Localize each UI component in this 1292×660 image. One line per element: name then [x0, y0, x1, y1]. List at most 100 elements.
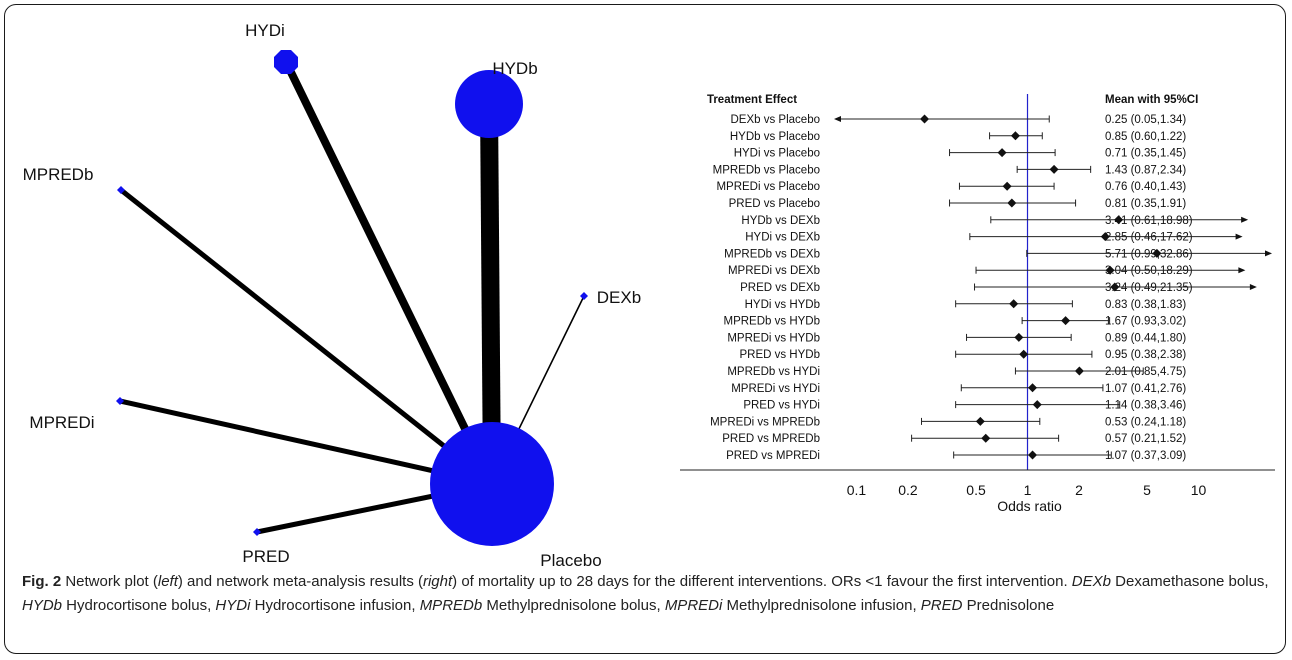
forest-row-label: PRED vs HYDi	[743, 400, 820, 412]
caption-segment: right	[422, 573, 453, 590]
forest-row-value: 0.81 (0.35,1.91)	[1105, 198, 1186, 210]
network-node-label: Placebo	[540, 551, 601, 570]
forest-row-label: HYDi vs Placebo	[734, 148, 820, 160]
forest-tick-label: 2	[1075, 482, 1083, 498]
forest-tick-label: 0.2	[898, 482, 918, 498]
forest-point-estimate	[975, 416, 985, 426]
network-node-hydi	[274, 50, 298, 74]
caption-segment: Hydrocortisone infusion,	[250, 597, 420, 614]
forest-row-label: MPREDi vs DEXb	[728, 265, 820, 277]
forest-ci-arrow-right	[1249, 284, 1257, 290]
network-node-label: DEXb	[597, 288, 641, 307]
network-node-label: MPREDb	[23, 165, 94, 184]
forest-row-value: 3.41 (0.61,18.98)	[1105, 215, 1193, 227]
forest-point-estimate	[1010, 131, 1020, 141]
forest-point-estimate	[1049, 164, 1059, 174]
forest-row-value: 1.07 (0.37,3.09)	[1105, 450, 1186, 462]
caption-segment: Dexamethasone bolus,	[1110, 573, 1269, 590]
forest-point-estimate	[1028, 383, 1038, 393]
forest-point-estimate	[1074, 366, 1084, 376]
forest-row-value: 0.57 (0.21,1.52)	[1105, 433, 1186, 445]
forest-tick-label: 1	[1024, 482, 1032, 498]
caption-segment: HYDb	[22, 597, 63, 614]
forest-row-label: PRED vs HYDb	[739, 349, 820, 361]
caption-segment: MPREDi	[664, 597, 723, 614]
caption-body: Network plot (left) and network meta-ana…	[22, 573, 1269, 614]
network-node-placebo	[430, 422, 554, 546]
forest-point-estimate	[1028, 450, 1038, 460]
forest-ci-arrow-left	[834, 116, 841, 122]
network-edge-mpredb-placebo	[119, 188, 494, 486]
forest-row-label: MPREDb vs DEXb	[724, 248, 820, 260]
network-node-mpredb	[117, 186, 125, 194]
forest-row-value: 2.01 (0.85,4.75)	[1105, 366, 1186, 378]
network-edge-mpredi-placebo	[119, 398, 493, 487]
forest-row-value: 5.71 (0.99,32.86)	[1105, 248, 1193, 260]
forest-row-label: HYDi vs DEXb	[745, 232, 820, 244]
network-node-pred	[253, 528, 261, 536]
forest-row-value: 0.25 (0.05,1.34)	[1105, 114, 1186, 126]
forest-point-estimate	[920, 114, 930, 124]
forest-point-estimate	[1110, 282, 1120, 292]
forest-row-label: MPREDb vs HYDb	[724, 316, 821, 328]
forest-row-label: HYDb vs DEXb	[741, 215, 820, 227]
forest-row-value: 0.85 (0.60,1.22)	[1105, 131, 1186, 143]
forest-point-estimate	[981, 433, 991, 443]
forest-tick-label: 0.1	[847, 482, 867, 498]
forest-point-estimate	[1114, 215, 1124, 225]
forest-row-label: MPREDi vs MPREDb	[710, 416, 820, 428]
network-edge-hydb-placebo	[480, 103, 501, 485]
caption-segment: PRED	[920, 597, 963, 614]
forest-row-label: MPREDb vs HYDi	[727, 366, 820, 378]
forest-row-value: 1.67 (0.93,3.02)	[1105, 316, 1186, 328]
forest-point-estimate	[1105, 265, 1115, 275]
caption-segment: ) and network meta-analysis results (	[177, 573, 423, 590]
forest-row-value: 2.85 (0.46,17.62)	[1105, 232, 1193, 244]
forest-point-estimate	[1061, 316, 1071, 326]
forest-ci-arrow-right	[1241, 216, 1249, 223]
caption-segment: MPREDb	[419, 597, 483, 614]
forest-row-value: 0.83 (0.38,1.83)	[1105, 299, 1186, 311]
forest-row-value: 1.14 (0.38,3.46)	[1105, 400, 1186, 412]
forest-row-value: 3.24 (0.49,21.35)	[1105, 282, 1193, 294]
forest-point-estimate	[997, 148, 1007, 158]
forest-row-value: 1.43 (0.87,2.34)	[1105, 164, 1186, 176]
forest-point-estimate	[1014, 332, 1024, 342]
forest-point-estimate	[1009, 299, 1019, 309]
forest-ci-arrow-right	[1235, 233, 1243, 240]
network-node-label: MPREDi	[29, 413, 94, 432]
forest-ci-arrow-right	[1265, 250, 1272, 257]
forest-row-label: PRED vs DEXb	[740, 282, 820, 294]
network-node-label: HYDb	[492, 59, 537, 78]
network-node-label: HYDi	[245, 21, 285, 40]
forest-row-label: DEXb vs Placebo	[731, 114, 821, 126]
caption-segment: Methylprednisolone infusion,	[722, 597, 921, 614]
caption-segment: ) of mortality up to 28 days for the dif…	[452, 573, 1072, 590]
caption-segment: Prednisolone	[962, 597, 1055, 614]
network-node-mpredi	[116, 397, 124, 405]
forest-point-estimate	[1002, 181, 1012, 191]
network-edge-hydi-placebo	[282, 60, 496, 486]
forest-row-value: 0.53 (0.24,1.18)	[1105, 416, 1186, 428]
caption-segment: DEXb	[1071, 573, 1111, 590]
forest-header-ci: Mean with 95%CI	[1105, 94, 1198, 106]
forest-row-label: PRED vs MPREDb	[722, 433, 820, 445]
forest-row-label: MPREDb vs Placebo	[713, 164, 820, 176]
forest-row-label: MPREDi vs Placebo	[716, 181, 820, 193]
forest-row-label: HYDb vs Placebo	[730, 131, 820, 143]
forest-point-estimate	[1152, 248, 1162, 258]
figure-caption: Fig. 2 Network plot (left) and network m…	[22, 570, 1272, 618]
caption-fig-label: Fig. 2	[22, 573, 62, 590]
caption-segment: left	[157, 573, 178, 590]
forest-point-estimate	[1019, 349, 1029, 359]
network-node-dexb	[580, 292, 588, 300]
forest-row-value: 0.71 (0.35,1.45)	[1105, 148, 1186, 160]
forest-header-treatment: Treatment Effect	[707, 94, 797, 106]
forest-row-label: PRED vs Placebo	[729, 198, 820, 210]
network-node-label: PRED	[242, 547, 289, 566]
caption-segment: Methylprednisolone bolus,	[482, 597, 665, 614]
forest-row-value: 1.07 (0.41,2.76)	[1105, 383, 1186, 395]
forest-row-value: 0.89 (0.44,1.80)	[1105, 332, 1186, 344]
forest-tick-label: 10	[1191, 482, 1207, 498]
